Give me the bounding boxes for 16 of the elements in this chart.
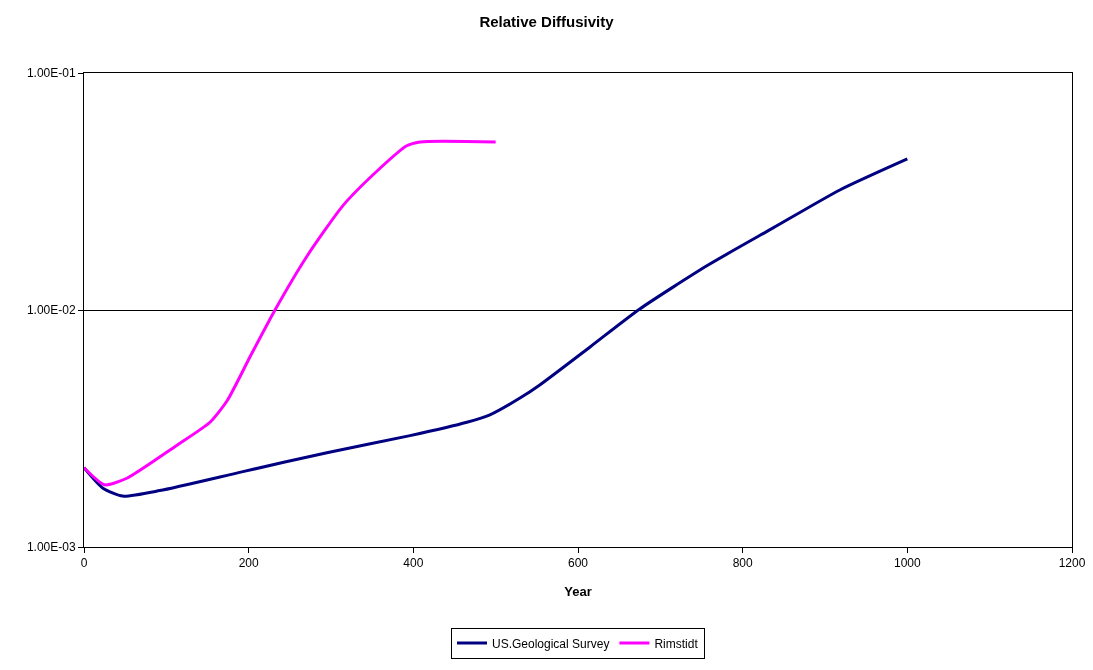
x-tick-label: 600 [567,556,589,571]
y-tick-label: 1.00E-02 [26,303,76,318]
x-tick-label: 400 [403,556,424,571]
x-tick-label: 800 [732,556,753,571]
x-tick-label: 0 [80,556,88,571]
line-series [84,157,909,498]
x-tick-label: 1000 [893,556,921,571]
y-tick-label: 1.00E-01 [26,66,76,81]
legend-label: US.Geological Survey [492,636,610,651]
chart-title: Relative Diffusivity [479,13,615,31]
x-axis-title: Year [564,584,592,599]
x-tick-label: 1200 [1058,556,1086,571]
y-tick-label: 1.00E-03 [26,540,76,555]
line-series [84,139,498,487]
legend-label: Rimstidt [654,636,699,651]
x-tick-label: 200 [238,556,259,571]
